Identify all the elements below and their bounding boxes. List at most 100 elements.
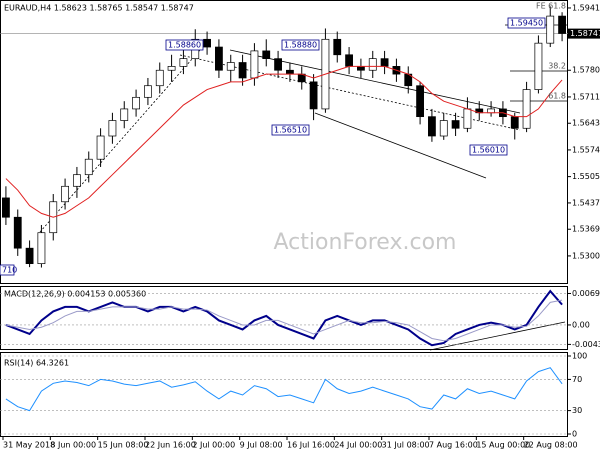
candle-body: [84, 158, 93, 176]
candle-body: [155, 69, 164, 87]
x-tick-label: 22 Jun 16:00: [145, 441, 196, 450]
candle-body: [13, 216, 22, 249]
annotation-box: [165, 39, 204, 51]
x-tick-label: 31 Jul 08:00: [382, 441, 430, 450]
candle-body: [451, 120, 460, 129]
candle-body: [558, 15, 566, 34]
annotation-box: [271, 124, 310, 136]
fib-leg: [39, 49, 201, 233]
y-tick-label: 0.00: [572, 320, 590, 329]
y-tick-label: 1.55050: [572, 172, 600, 181]
y-tick-label: 1.55740: [572, 145, 600, 154]
annotation: 1.56510: [274, 126, 307, 135]
panel-title: RSI(14) 64.3261: [4, 359, 69, 368]
y-tick-label: 1.53000: [572, 251, 600, 260]
annotation: 1.59450: [510, 19, 543, 28]
candle-body: [439, 120, 448, 137]
candle-body: [522, 89, 531, 129]
candle-body: [238, 62, 247, 79]
annotation: 1.58860: [168, 41, 201, 50]
annotation-box: [469, 144, 508, 156]
watermark: ActionForex.com: [274, 230, 457, 255]
candle-body: [37, 232, 46, 265]
panel-title: EURAUD,H4 1.58623 1.58765 1.58547 1.5874…: [4, 4, 194, 13]
candle-body: [179, 58, 188, 67]
candle-body: [144, 85, 152, 98]
x-tick-label: 16 Jul 16:00: [287, 441, 335, 450]
current-price: 1.58747: [570, 29, 600, 38]
y-tick-label: -0.00431: [572, 340, 600, 349]
panel-title: MACD(12,26,9) 0.004153 0.005360: [4, 290, 146, 299]
candle-body: [380, 58, 389, 67]
annotation: 710: [2, 266, 17, 275]
candle-body: [286, 69, 294, 75]
candle-body: [510, 116, 519, 129]
annotation: 61.8: [548, 92, 566, 101]
candle-body: [215, 46, 223, 71]
candle-body: [120, 108, 129, 121]
candle-body: [416, 85, 424, 118]
indicator-line: [5, 299, 563, 342]
candle-body: [226, 62, 235, 71]
candle-body: [203, 38, 211, 48]
candle-body: [108, 120, 117, 137]
candle-body: [309, 81, 318, 110]
annotation-box: [507, 17, 546, 29]
x-tick-label: 7 Aug 16:00: [429, 441, 478, 450]
y-tick-label: 30: [572, 406, 582, 415]
candle-body: [463, 108, 472, 129]
candle-body: [333, 38, 342, 56]
y-tick-label: 0: [572, 430, 577, 439]
annotation: FE 61.8: [536, 2, 566, 11]
y-tick-label: 100: [572, 352, 587, 361]
annotation: 1.56010: [472, 146, 505, 155]
y-tick-label: 1.57110: [572, 92, 600, 101]
candle-body: [73, 174, 81, 187]
macd-frame: [0, 286, 568, 350]
moving-average: [5, 65, 563, 218]
candle-body: [61, 185, 69, 203]
candle-body: [487, 108, 495, 114]
x-tick-label: 24 Jul 00:00: [334, 441, 382, 450]
candle-body: [345, 54, 353, 67]
candle-body: [25, 247, 34, 265]
indicator-line: [5, 289, 563, 347]
macd-trendline: [429, 321, 566, 351]
candle-body: [167, 66, 176, 71]
candle-body: [262, 50, 271, 59]
y-tick-label: 70: [572, 375, 582, 384]
candle-body: [428, 116, 436, 137]
candle-body: [534, 42, 543, 90]
candle-body: [368, 58, 377, 71]
x-tick-label: 9 Jul 08:00: [240, 441, 283, 450]
channel-lower: [314, 112, 487, 179]
candle-body: [274, 58, 282, 71]
x-tick-label: 15 Jun 08:00: [98, 441, 149, 450]
y-tick-label: 1.56430: [572, 119, 600, 128]
annotation: 38.2: [548, 62, 566, 71]
main-frame: [0, 0, 568, 284]
x-tick-label: 2 Jul 00:00: [192, 441, 235, 450]
x-tick-label: 22 Aug 08:00: [524, 441, 578, 450]
annotation-box: [281, 39, 320, 51]
x-tick-label: 8 Jun 00:00: [50, 441, 96, 450]
annotation-box: [0, 264, 15, 276]
y-tick-label: 1.5437: [572, 198, 600, 207]
trendlines: [39, 24, 568, 351]
candle-body: [357, 66, 365, 71]
y-tick-label: 0.006976: [572, 289, 600, 298]
indicator-line: [5, 367, 563, 412]
price-box: [568, 28, 600, 39]
x-tick-label: 31 May 2018: [3, 441, 55, 450]
rsi-frame: [0, 352, 568, 437]
y-tick-label: 1.59410: [572, 3, 600, 12]
candle-body: [250, 50, 259, 79]
x-tick-label: 15 Aug 00:00: [476, 441, 530, 450]
candle-body: [132, 96, 140, 110]
candle-body: [2, 197, 10, 218]
annotation: 1.58880: [284, 41, 317, 50]
candle-body: [96, 135, 105, 160]
y-tick-label: 1.57800: [572, 66, 600, 75]
candle-body: [546, 15, 555, 44]
